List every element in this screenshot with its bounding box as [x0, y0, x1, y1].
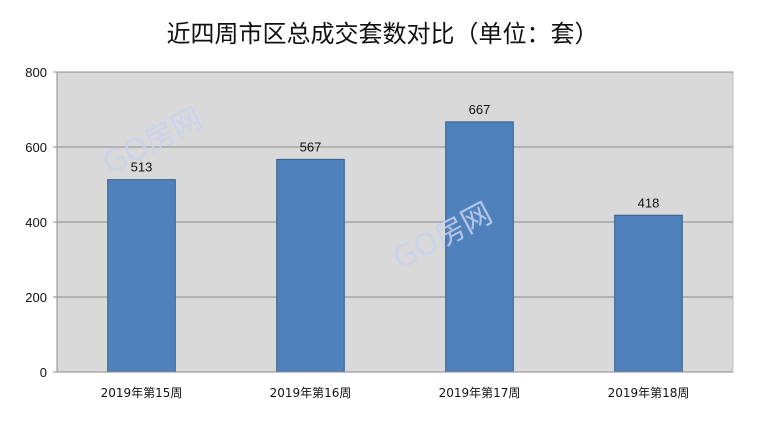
x-tick-label: 2019年第16周 [270, 386, 352, 400]
y-tick-label: 200 [25, 290, 47, 305]
x-axis: 2019年第15周 2019年第16周 2019年第17周 2019年第18周 [57, 371, 733, 400]
bars [107, 121, 683, 373]
data-labels: 513 567 667 418 [131, 102, 660, 210]
bar [445, 121, 514, 373]
data-label: 418 [638, 195, 660, 210]
x-tick-label: 2019年第15周 [101, 386, 183, 400]
data-label: 667 [469, 102, 491, 117]
bar [276, 158, 345, 373]
data-label: 513 [131, 160, 153, 175]
chart-title: 近四周市区总成交套数对比（单位：套） [166, 20, 599, 48]
y-tick-label: 400 [25, 215, 47, 230]
x-tick-label: 2019年第18周 [608, 386, 690, 400]
x-tick-label: 2019年第17周 [439, 386, 521, 400]
bar [107, 179, 176, 373]
y-axis: 0 200 400 600 800 [25, 65, 58, 380]
bar [614, 214, 683, 373]
data-label: 567 [300, 139, 322, 154]
y-tick-label: 800 [25, 65, 47, 80]
y-tick-label: 600 [25, 140, 47, 155]
y-tick-label: 0 [40, 365, 47, 380]
